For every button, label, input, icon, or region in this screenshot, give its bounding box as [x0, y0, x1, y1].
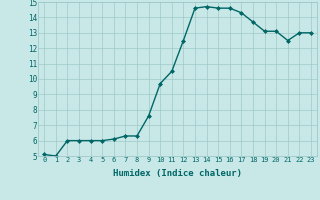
X-axis label: Humidex (Indice chaleur): Humidex (Indice chaleur) — [113, 169, 242, 178]
